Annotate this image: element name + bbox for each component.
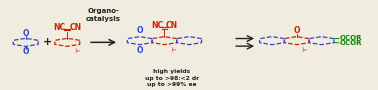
Text: O: O [293, 26, 300, 35]
Text: CN: CN [165, 21, 177, 30]
Text: )$_n$: )$_n$ [301, 45, 307, 54]
Text: NC: NC [152, 21, 164, 30]
Text: )$_n$: )$_n$ [74, 46, 81, 55]
Text: Organo-
catalysis: Organo- catalysis [86, 8, 121, 22]
Text: +: + [43, 37, 52, 47]
Text: O: O [136, 46, 143, 55]
Text: O: O [22, 29, 29, 38]
Text: O: O [22, 47, 29, 56]
Text: OCOR: OCOR [339, 40, 362, 46]
Text: high yields
up to >98:<2 dr
up to >99% ee: high yields up to >98:<2 dr up to >99% e… [145, 69, 199, 87]
Text: CN: CN [70, 23, 82, 32]
Text: O: O [136, 26, 143, 35]
Text: NC: NC [53, 23, 65, 32]
Text: )$_n$: )$_n$ [170, 45, 177, 54]
Text: OCOR: OCOR [339, 35, 362, 41]
